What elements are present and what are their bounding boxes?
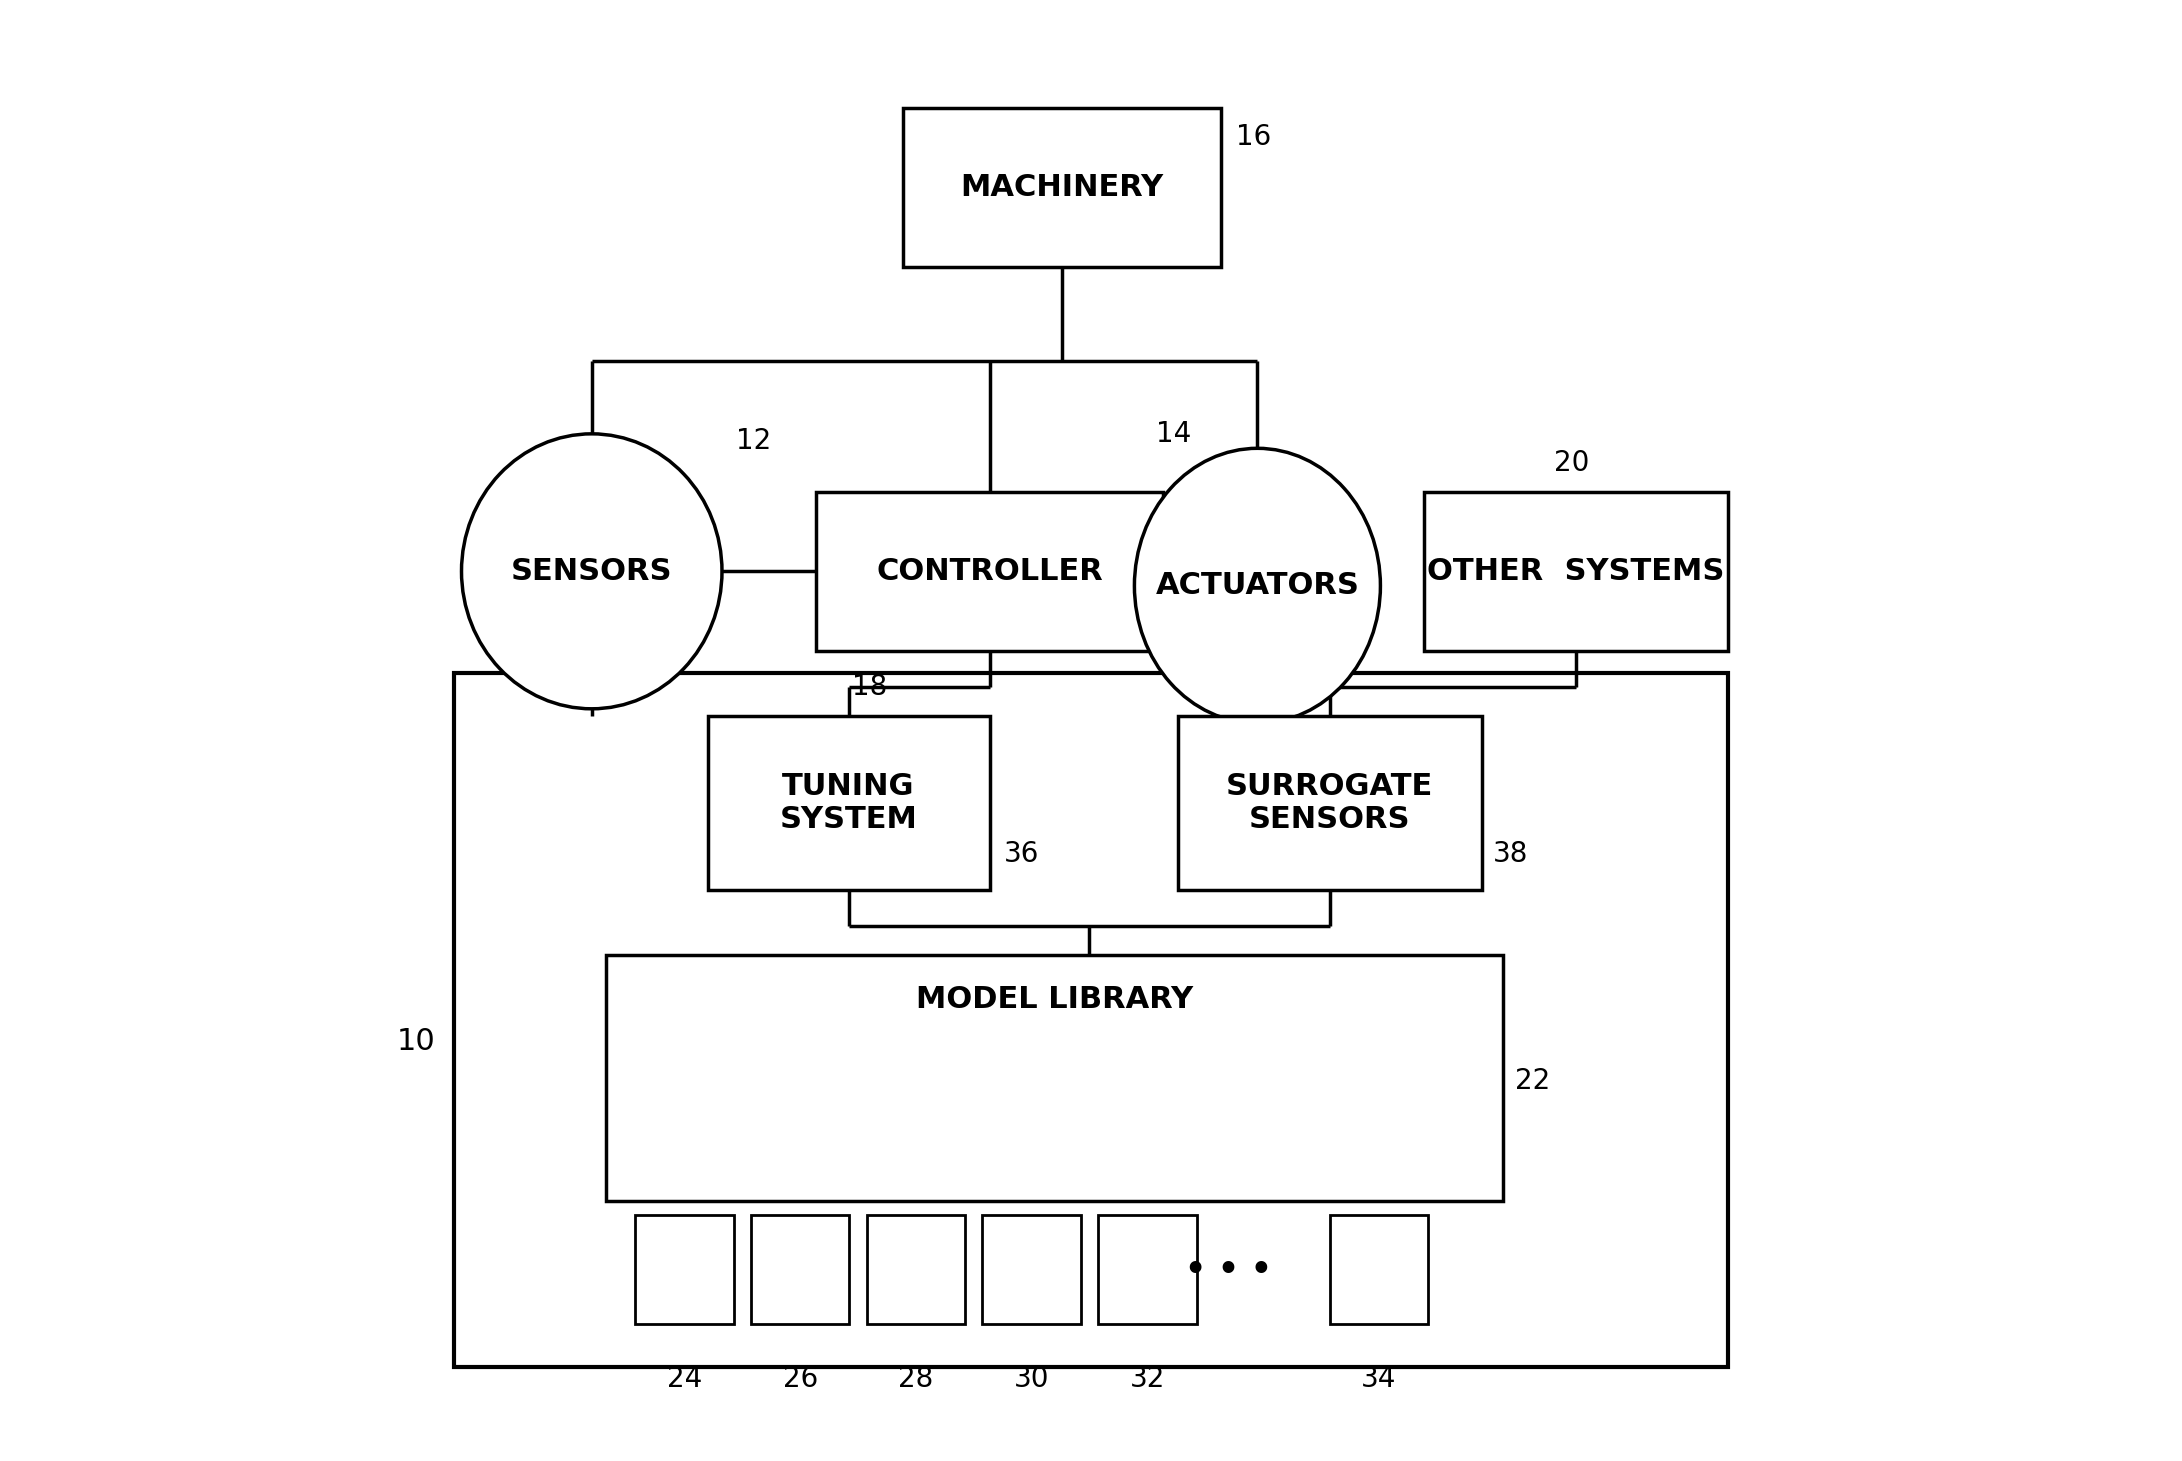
Text: 22: 22 <box>1514 1067 1549 1094</box>
Text: MACHINERY: MACHINERY <box>960 174 1163 202</box>
Text: 20: 20 <box>1554 449 1588 476</box>
Text: 10: 10 <box>397 1027 434 1056</box>
Text: 14: 14 <box>1156 419 1191 449</box>
Text: • • •: • • • <box>1185 1254 1272 1287</box>
Text: 28: 28 <box>899 1365 934 1392</box>
Bar <box>1178 716 1482 890</box>
Bar <box>982 1216 1080 1324</box>
Text: 32: 32 <box>1130 1365 1165 1392</box>
Text: OTHER  SYSTEMS: OTHER SYSTEMS <box>1427 557 1724 586</box>
Bar <box>903 108 1222 267</box>
Text: SENSORS: SENSORS <box>511 557 672 586</box>
Bar <box>1329 1216 1429 1324</box>
Bar <box>454 672 1728 1367</box>
Bar <box>1425 492 1728 652</box>
Bar <box>1098 1216 1196 1324</box>
Text: 38: 38 <box>1492 840 1530 868</box>
Text: ACTUATORS: ACTUATORS <box>1156 571 1359 600</box>
Text: TUNING
SYSTEM: TUNING SYSTEM <box>779 771 919 834</box>
Bar <box>816 492 1163 652</box>
Ellipse shape <box>463 434 722 709</box>
Text: 30: 30 <box>1015 1365 1050 1392</box>
Text: 34: 34 <box>1362 1365 1396 1392</box>
Text: MODEL LIBRARY: MODEL LIBRARY <box>916 985 1194 1014</box>
Text: 12: 12 <box>738 427 772 454</box>
Ellipse shape <box>1135 449 1381 723</box>
Text: CONTROLLER: CONTROLLER <box>877 557 1104 586</box>
Bar <box>635 1216 733 1324</box>
Bar <box>866 1216 964 1324</box>
Text: 26: 26 <box>783 1365 818 1392</box>
Text: 36: 36 <box>1004 840 1039 868</box>
Bar <box>751 1216 849 1324</box>
Text: 16: 16 <box>1235 123 1270 150</box>
Text: 18: 18 <box>853 674 888 701</box>
Text: SURROGATE
SENSORS: SURROGATE SENSORS <box>1226 771 1434 834</box>
Bar <box>707 716 991 890</box>
Text: 24: 24 <box>668 1365 703 1392</box>
Bar <box>607 955 1503 1201</box>
